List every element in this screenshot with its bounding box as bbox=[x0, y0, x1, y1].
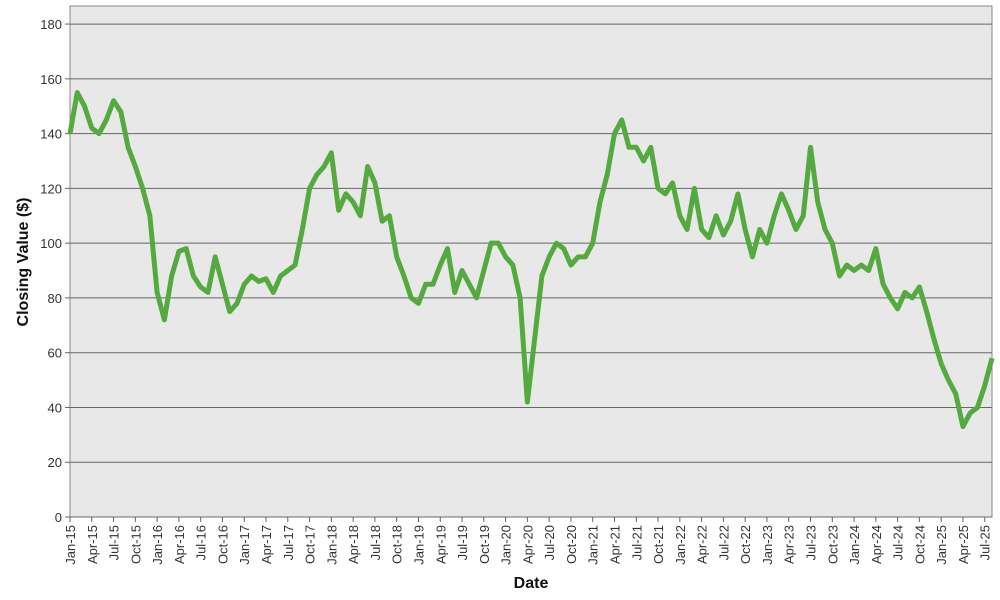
x-axis-title: Date bbox=[514, 575, 549, 592]
x-tick-label: Apr-25 bbox=[956, 525, 971, 564]
x-tick-label: Jul-17 bbox=[281, 525, 296, 560]
x-tick-label: Apr-19 bbox=[433, 525, 448, 564]
x-tick-label: Oct-16 bbox=[215, 525, 230, 564]
x-tick-label: Jan-16 bbox=[150, 525, 165, 565]
x-tick-label: Jan-18 bbox=[324, 525, 339, 565]
y-tick-label: 60 bbox=[48, 346, 62, 361]
x-tick-label: Apr-22 bbox=[695, 525, 710, 564]
x-tick-label: Apr-23 bbox=[782, 525, 797, 564]
y-tick-label: 100 bbox=[40, 236, 62, 251]
x-tick-label: Jan-15 bbox=[63, 525, 78, 565]
x-tick-label: Jan-23 bbox=[760, 525, 775, 565]
y-tick-label: 40 bbox=[48, 400, 62, 415]
x-tick-label: Apr-24 bbox=[869, 525, 884, 564]
y-tick-label: 120 bbox=[40, 181, 62, 196]
y-tick-label: 180 bbox=[40, 17, 62, 32]
x-tick-label: Jul-21 bbox=[629, 525, 644, 560]
x-tick-label: Oct-21 bbox=[651, 525, 666, 564]
x-tick-label: Apr-18 bbox=[346, 525, 361, 564]
data-line bbox=[67, 90, 995, 430]
x-tick-label: Jul-18 bbox=[368, 525, 383, 560]
y-tick-label: 140 bbox=[40, 127, 62, 142]
x-tick-label: Jan-17 bbox=[237, 525, 252, 565]
x-tick-label: Apr-17 bbox=[259, 525, 274, 564]
x-tick-label: Jul-22 bbox=[716, 525, 731, 560]
y-tick-label: 80 bbox=[48, 291, 62, 306]
x-tick-label: Apr-16 bbox=[172, 525, 187, 564]
x-tick-label: Oct-24 bbox=[912, 525, 927, 564]
x-tick-label: Jul-23 bbox=[804, 525, 819, 560]
x-tick-label: Jul-20 bbox=[542, 525, 557, 560]
x-tick-label: Apr-21 bbox=[607, 525, 622, 564]
y-tick-label: 0 bbox=[55, 510, 62, 525]
x-tick-label: Jul-25 bbox=[978, 525, 993, 560]
x-tick-label: Jul-15 bbox=[107, 525, 122, 560]
y-axis-title: Closing Value ($) bbox=[15, 198, 32, 327]
x-tick-label: Apr-15 bbox=[85, 525, 100, 564]
x-tick-label: Jul-19 bbox=[455, 525, 470, 560]
x-tick-label: Oct-17 bbox=[303, 525, 318, 564]
x-tick-label: Jan-20 bbox=[499, 525, 514, 565]
y-tick-label: 160 bbox=[40, 72, 62, 87]
x-tick-label: Jul-24 bbox=[891, 525, 906, 560]
x-tick-label: Oct-18 bbox=[390, 525, 405, 564]
x-tick-label: Oct-22 bbox=[738, 525, 753, 564]
x-tick-label: Jan-22 bbox=[673, 525, 688, 565]
x-tick-label: Jan-21 bbox=[586, 525, 601, 565]
x-tick-label: Apr-20 bbox=[520, 525, 535, 564]
x-tick-label: Jan-24 bbox=[847, 525, 862, 565]
x-tick-label: Oct-15 bbox=[128, 525, 143, 564]
x-tick-label: Jul-16 bbox=[194, 525, 209, 560]
x-tick-label: Oct-19 bbox=[477, 525, 492, 564]
x-tick-label: Oct-23 bbox=[825, 525, 840, 564]
x-tick-label: Jan-25 bbox=[934, 525, 949, 565]
x-tick-label: Oct-20 bbox=[564, 525, 579, 564]
plot-area bbox=[69, 5, 993, 518]
x-tick-label: Jan-19 bbox=[411, 525, 426, 565]
y-tick-label: 20 bbox=[48, 455, 62, 470]
